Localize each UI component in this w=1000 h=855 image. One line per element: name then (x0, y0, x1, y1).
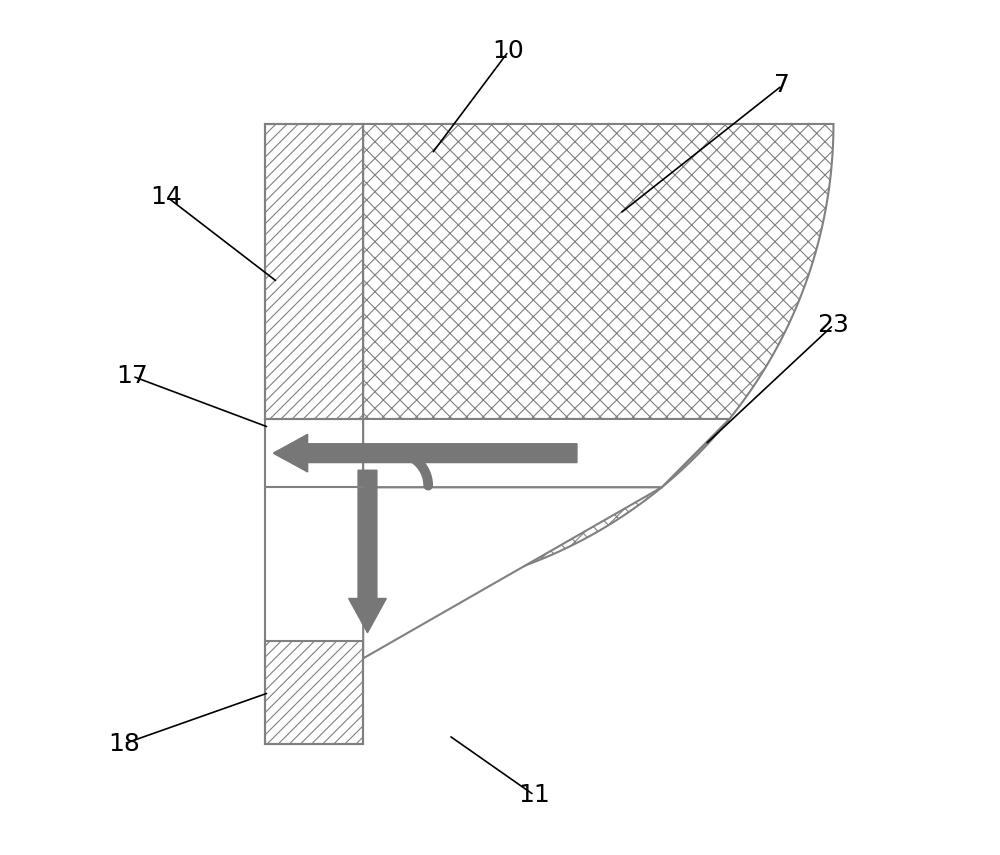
Polygon shape (363, 419, 729, 487)
Text: 11: 11 (518, 783, 550, 807)
FancyArrow shape (273, 434, 577, 472)
Polygon shape (265, 641, 363, 744)
Polygon shape (363, 487, 662, 658)
Polygon shape (265, 124, 363, 419)
Text: 7: 7 (774, 74, 790, 97)
FancyArrow shape (349, 470, 386, 633)
Text: 14: 14 (151, 185, 182, 209)
Text: 18: 18 (108, 732, 140, 756)
Text: 10: 10 (493, 39, 524, 63)
Text: 17: 17 (116, 364, 148, 388)
Polygon shape (363, 124, 833, 594)
Text: 23: 23 (818, 313, 849, 337)
